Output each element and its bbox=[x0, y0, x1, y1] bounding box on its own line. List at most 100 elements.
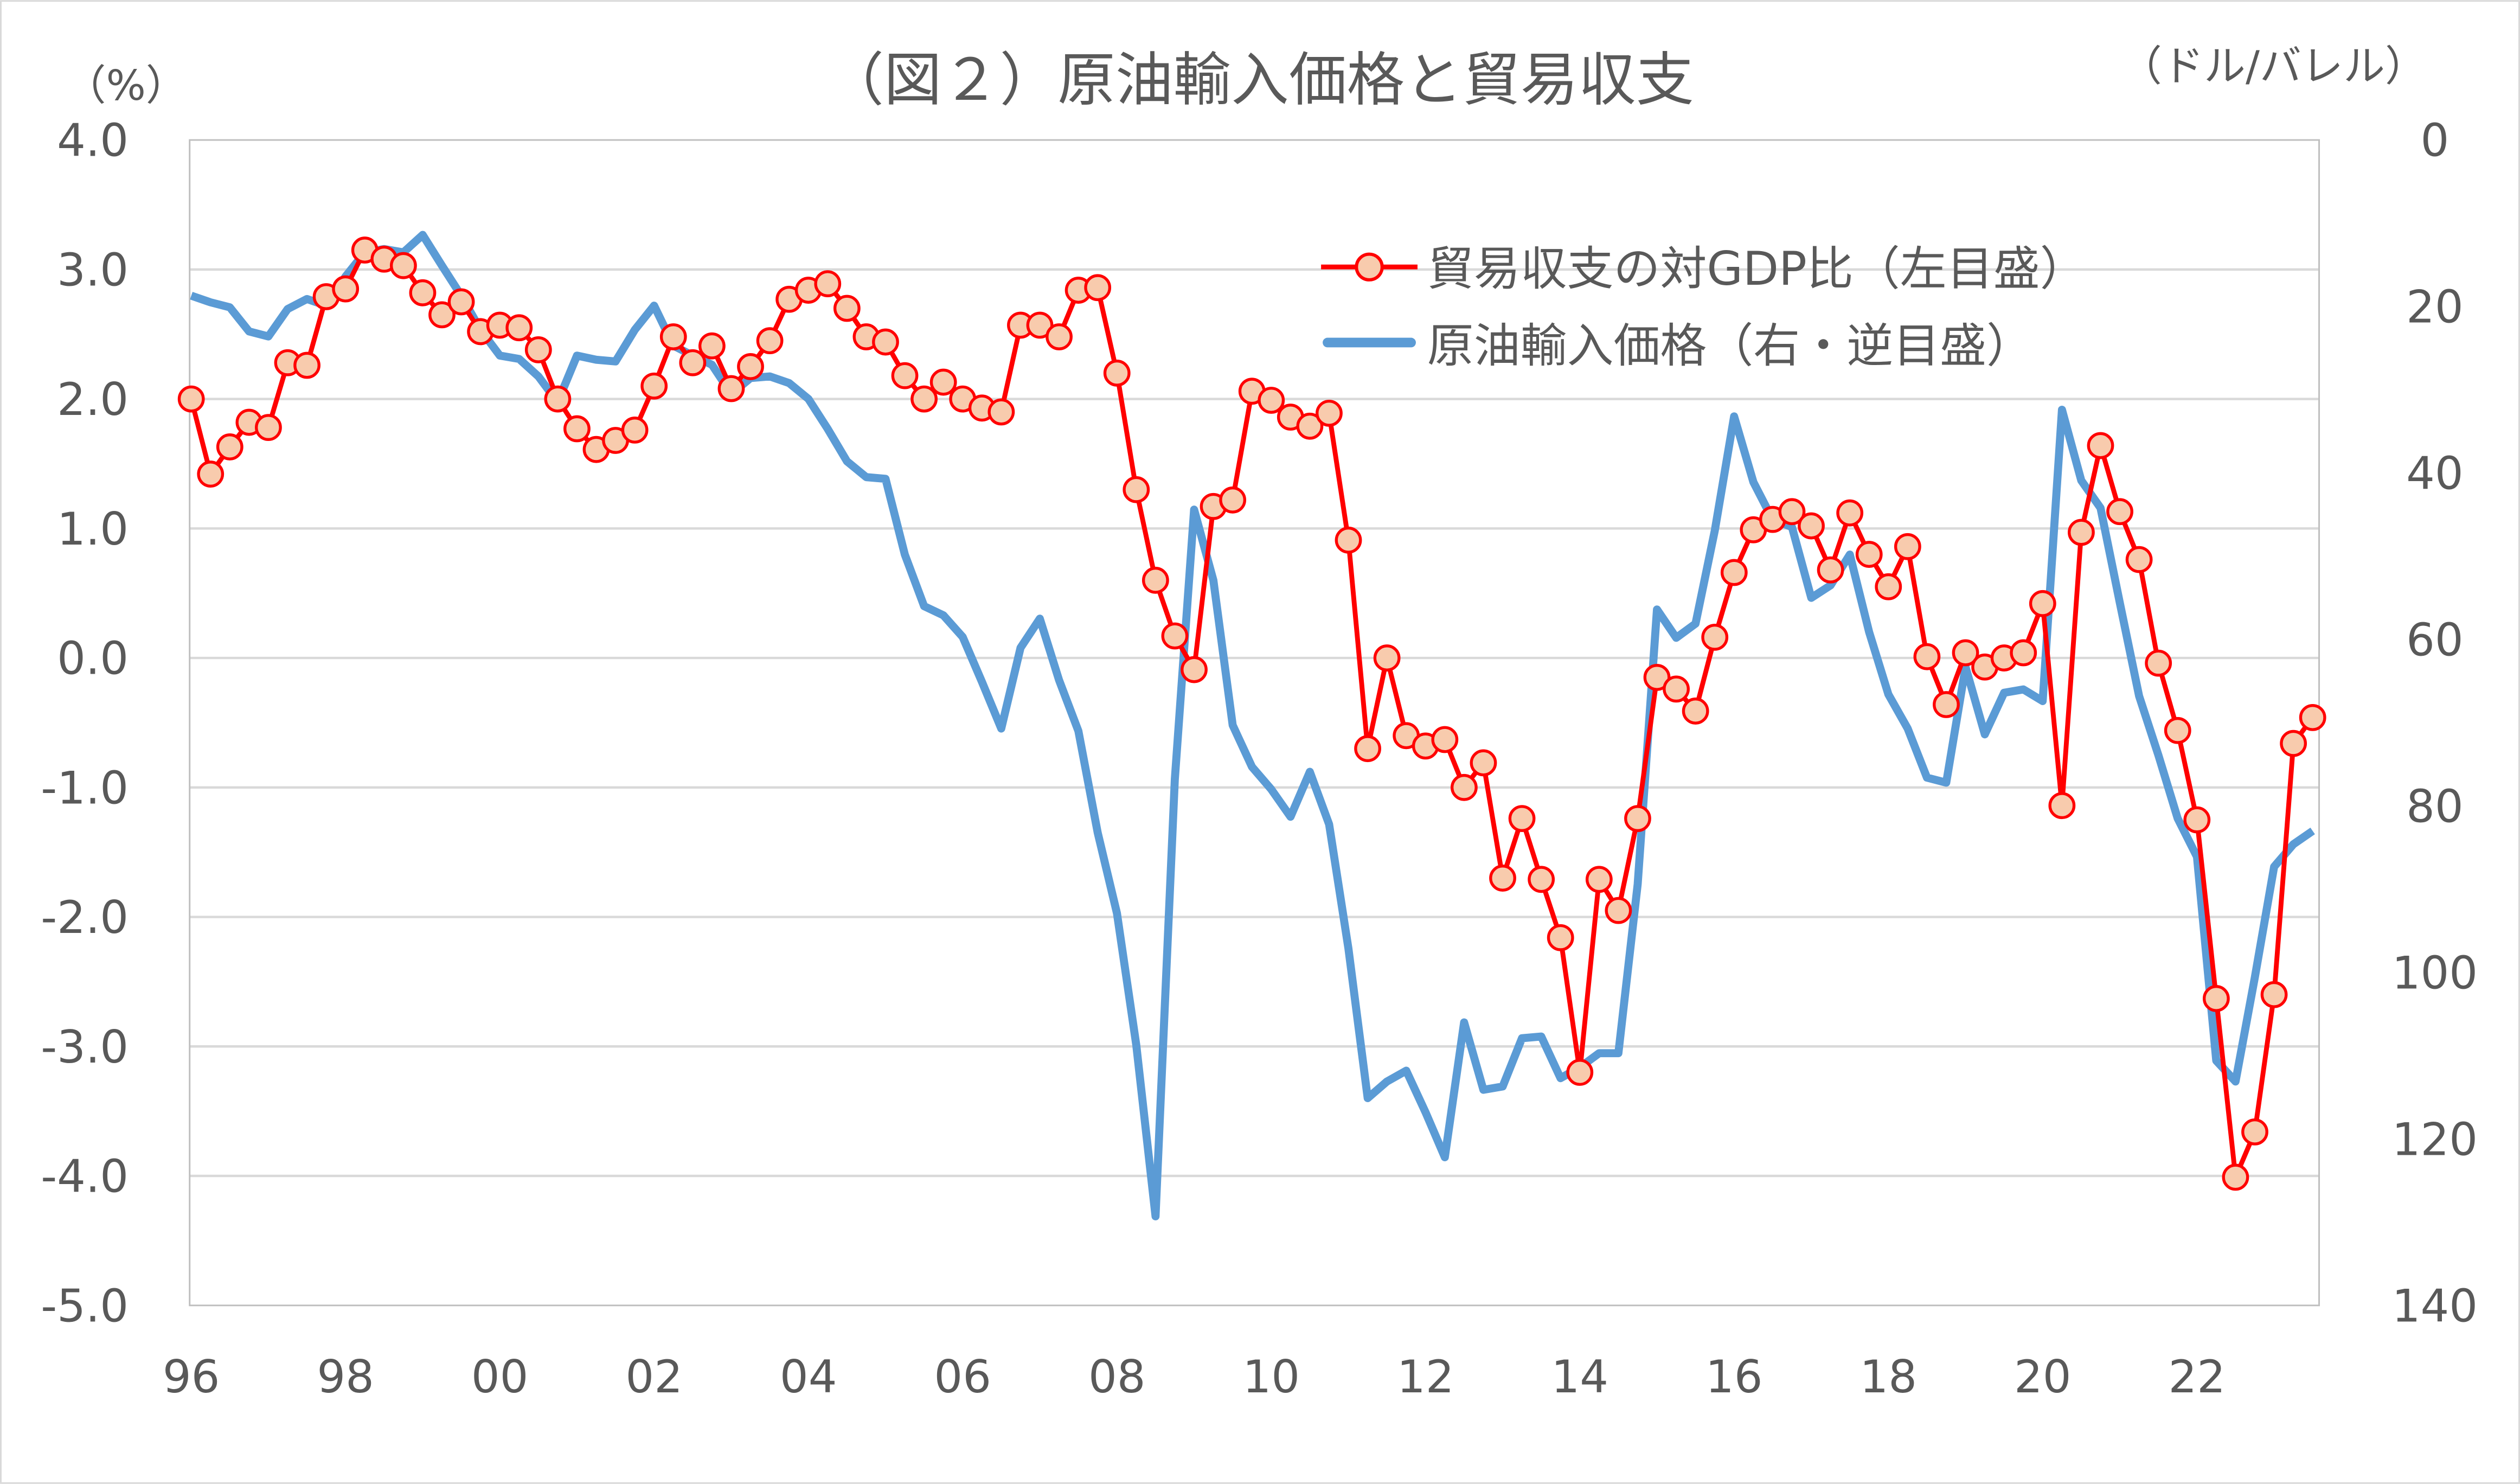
x-tick-label: 08 bbox=[1088, 1351, 1146, 1403]
left-tick-label: 2.0 bbox=[57, 373, 129, 426]
right-tick-label: 60 bbox=[2406, 614, 2464, 667]
trade-balance-point bbox=[1489, 865, 1516, 892]
trade-balance-point bbox=[293, 351, 320, 379]
trade-balance-point bbox=[2260, 981, 2288, 1008]
right-tick-label: 120 bbox=[2392, 1113, 2478, 1166]
trade-balance-point bbox=[910, 385, 938, 413]
trade-balance-point bbox=[1450, 773, 1478, 801]
trade-balance-point bbox=[1142, 566, 1169, 594]
trade-balance-point bbox=[2029, 590, 2056, 617]
x-tick-label: 98 bbox=[317, 1351, 374, 1403]
trade-balance-point bbox=[717, 375, 745, 402]
trade-balance-point bbox=[505, 314, 533, 342]
trade-balance-point bbox=[833, 295, 861, 322]
right-tick-label: 100 bbox=[2392, 946, 2478, 999]
trade-balance-point bbox=[679, 349, 707, 376]
trade-balance-point bbox=[1682, 698, 1709, 725]
trade-balance-point bbox=[563, 415, 591, 443]
trade-balance-point bbox=[197, 460, 225, 488]
trade-balance-point bbox=[1103, 359, 1131, 387]
x-tick-label: 06 bbox=[934, 1351, 991, 1403]
trade-balance-point bbox=[1875, 573, 1902, 600]
right-tick-label: 20 bbox=[2406, 281, 2464, 334]
trade-balance-point bbox=[1952, 639, 1979, 667]
trade-balance-point bbox=[2048, 792, 2076, 820]
trade-balance-point bbox=[2106, 498, 2133, 526]
trade-balance-point bbox=[1161, 622, 1189, 650]
x-tick-label: 10 bbox=[1242, 1351, 1300, 1403]
trade-balance-point bbox=[2068, 519, 2095, 546]
chart-title: （図２）原油輸入価格と貿易収支 bbox=[826, 47, 1694, 114]
legend-label-oil-price: 原油輸入価格（右・逆目盛） bbox=[1427, 319, 2033, 373]
trade-balance-point bbox=[2280, 730, 2307, 757]
trade-balance-point bbox=[2087, 432, 2114, 459]
trade-balance-point bbox=[2202, 985, 2230, 1012]
right-tick-label: 0 bbox=[2421, 114, 2450, 167]
trade-balance-point bbox=[1470, 749, 1497, 777]
x-tick-label: 12 bbox=[1397, 1351, 1454, 1403]
left-tick-label: -2.0 bbox=[41, 891, 129, 944]
trade-balance-point bbox=[891, 362, 919, 389]
trade-balance-point bbox=[1701, 623, 1729, 651]
trade-balance-point bbox=[1720, 559, 1748, 586]
trade-balance-point bbox=[1798, 512, 1825, 540]
legend-label-trade-balance: 貿易収支の対GDP比（左目盛） bbox=[1427, 242, 2087, 296]
series-layer bbox=[177, 231, 2326, 1220]
trade-balance-point bbox=[621, 416, 649, 444]
trade-balance-point bbox=[1933, 691, 1960, 718]
x-tick-label: 18 bbox=[1859, 1351, 1917, 1403]
trade-balance-point bbox=[2010, 639, 2037, 667]
trade-balance-point bbox=[2299, 703, 2326, 731]
trade-balance-point bbox=[1335, 526, 1362, 554]
trade-balance-point bbox=[2125, 546, 2153, 573]
x-tick-label: 16 bbox=[1705, 1351, 1763, 1403]
trade-balance-point bbox=[1855, 541, 1883, 568]
trade-balance-point bbox=[814, 270, 842, 298]
legend: 貿易収支の対GDP比（左目盛） 原油輸入価格（右・逆目盛） bbox=[1321, 242, 2087, 373]
x-tick-label: 02 bbox=[625, 1351, 683, 1403]
trade-balance-point bbox=[1605, 897, 1632, 924]
trade-balance-point bbox=[2222, 1163, 2249, 1191]
left-tick-label: 3.0 bbox=[57, 244, 129, 296]
trade-balance-point bbox=[929, 368, 957, 396]
left-tick-label: -1.0 bbox=[41, 762, 129, 814]
x-tick-label: 00 bbox=[471, 1351, 529, 1403]
trade-balance-point bbox=[2183, 806, 2211, 834]
x-tick-label: 22 bbox=[2169, 1351, 2226, 1403]
left-tick-label: 0.0 bbox=[57, 632, 129, 685]
trade-balance-point bbox=[1373, 644, 1401, 671]
x-tick-label: 14 bbox=[1551, 1351, 1608, 1403]
trade-balance-point bbox=[1508, 805, 1536, 832]
trade-balance-point bbox=[1026, 311, 1054, 339]
left-axis-unit: （%） bbox=[65, 61, 188, 110]
trade-balance-point bbox=[524, 336, 552, 363]
trade-balance-point bbox=[1836, 499, 1864, 527]
trade-balance-point bbox=[1585, 866, 1613, 893]
x-tick-label: 96 bbox=[163, 1351, 220, 1403]
trade-balance-point bbox=[1566, 1059, 1594, 1086]
trade-balance-point bbox=[1528, 866, 1555, 893]
trade-balance-point bbox=[1624, 805, 1651, 832]
tick-labels: 4.03.02.01.00.0-1.0-2.0-3.0-4.0-5.002040… bbox=[41, 114, 2478, 1403]
trade-balance-point bbox=[1431, 726, 1459, 753]
trade-balance-point bbox=[988, 398, 1015, 426]
trade-balance-point bbox=[428, 301, 456, 329]
trade-balance-point bbox=[2164, 717, 2191, 744]
legend-marker-trade-balance bbox=[1355, 252, 1384, 282]
trade-balance-point bbox=[409, 279, 437, 306]
trade-balance-point bbox=[1643, 663, 1671, 691]
right-tick-label: 80 bbox=[2406, 781, 2464, 833]
trade-balance-point bbox=[1123, 476, 1150, 503]
left-tick-label: -4.0 bbox=[41, 1150, 129, 1203]
trade-balance-point bbox=[544, 385, 572, 413]
trade-balance-point bbox=[872, 328, 899, 356]
right-axis-unit: （ドル/バレル） bbox=[2120, 42, 2427, 91]
trade-balance-point bbox=[1296, 412, 1324, 440]
trade-balance-point bbox=[216, 433, 243, 460]
trade-balance-point bbox=[1913, 643, 1941, 670]
trade-balance-point bbox=[1778, 498, 1806, 526]
trade-balance-point bbox=[737, 353, 764, 380]
trade-balance-point bbox=[756, 327, 784, 355]
